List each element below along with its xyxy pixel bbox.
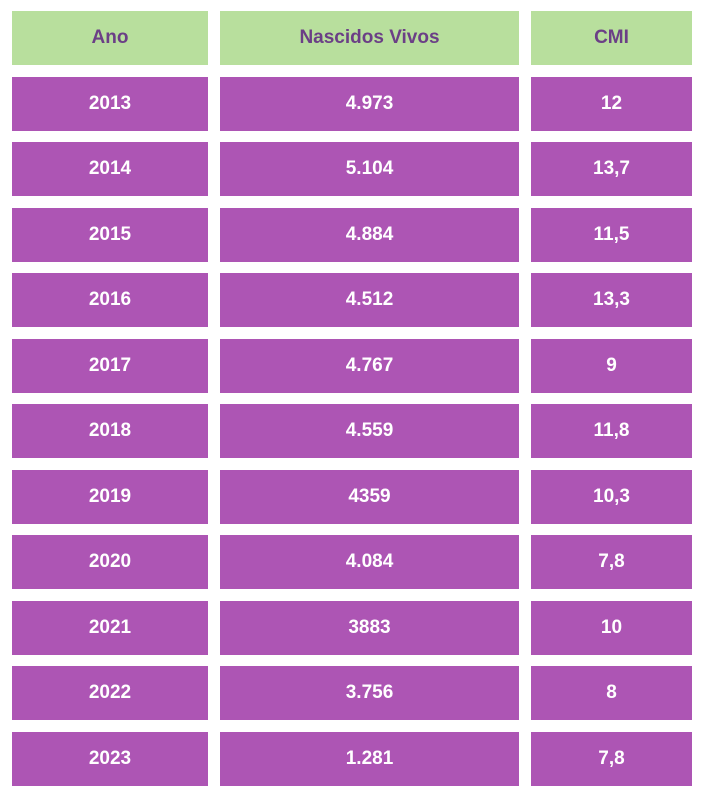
cell-cmi: 11,5 [531, 207, 692, 262]
cell-ano: 2015 [12, 207, 208, 262]
table-row: 2014 5.104 13,7 [12, 142, 692, 196]
cell-cmi: 7,8 [531, 731, 692, 786]
cell-cmi: 13,3 [531, 273, 692, 327]
cell-nascidos-vivos: 1.281 [220, 731, 519, 786]
cell-ano: 2016 [12, 273, 208, 327]
table-row: 2018 4.559 11,8 [12, 404, 692, 458]
cell-nascidos-vivos: 3883 [220, 600, 519, 655]
table-row: 2013 4.973 12 [12, 76, 692, 131]
cell-ano: 2023 [12, 731, 208, 786]
cell-cmi: 9 [531, 338, 692, 393]
table-row: 2016 4.512 13,3 [12, 273, 692, 327]
cell-nascidos-vivos: 4.559 [220, 404, 519, 458]
table-row: 2021 3883 10 [12, 600, 692, 655]
cell-nascidos-vivos: 4359 [220, 469, 519, 524]
cell-cmi: 7,8 [531, 535, 692, 589]
table-row: 2019 4359 10,3 [12, 469, 692, 524]
cell-nascidos-vivos: 4.512 [220, 273, 519, 327]
table-header-row: Ano Nascidos Vivos CMI [12, 11, 692, 65]
cell-nascidos-vivos: 4.084 [220, 535, 519, 589]
column-header-ano: Ano [12, 11, 208, 65]
table-row: 2023 1.281 7,8 [12, 731, 692, 786]
cell-cmi: 10 [531, 600, 692, 655]
cell-nascidos-vivos: 3.756 [220, 666, 519, 720]
cell-cmi: 8 [531, 666, 692, 720]
cell-ano: 2013 [12, 76, 208, 131]
cell-cmi: 10,3 [531, 469, 692, 524]
cell-nascidos-vivos: 4.973 [220, 76, 519, 131]
column-header-nascidos-vivos: Nascidos Vivos [220, 11, 519, 65]
cell-nascidos-vivos: 5.104 [220, 142, 519, 196]
cell-ano: 2019 [12, 469, 208, 524]
cell-ano: 2018 [12, 404, 208, 458]
cell-nascidos-vivos: 4.884 [220, 207, 519, 262]
table-row: 2020 4.084 7,8 [12, 535, 692, 589]
table-row: 2015 4.884 11,5 [12, 207, 692, 262]
cell-nascidos-vivos: 4.767 [220, 338, 519, 393]
table-row: 2017 4.767 9 [12, 338, 692, 393]
cell-cmi: 12 [531, 76, 692, 131]
cell-ano: 2014 [12, 142, 208, 196]
table-row: 2022 3.756 8 [12, 666, 692, 720]
cell-ano: 2022 [12, 666, 208, 720]
cell-cmi: 13,7 [531, 142, 692, 196]
cell-ano: 2021 [12, 600, 208, 655]
cell-ano: 2017 [12, 338, 208, 393]
cell-cmi: 11,8 [531, 404, 692, 458]
column-header-cmi: CMI [531, 11, 692, 65]
data-table: Ano Nascidos Vivos CMI 2013 4.973 12 201… [12, 11, 692, 797]
cell-ano: 2020 [12, 535, 208, 589]
